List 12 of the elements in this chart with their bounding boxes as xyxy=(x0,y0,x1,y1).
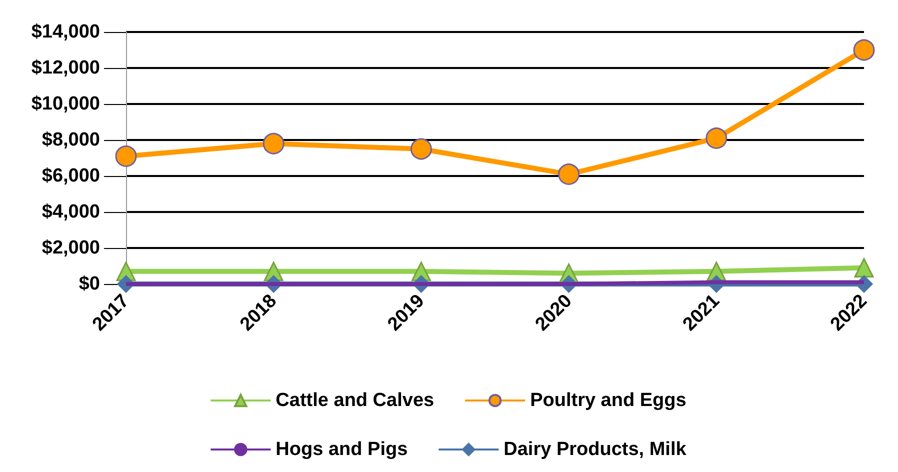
y-tick-label: $10,000 xyxy=(31,94,100,114)
y-tick-label: $2,000 xyxy=(42,238,100,258)
y-tick-label: $14,000 xyxy=(31,22,100,42)
y-tick-label: $12,000 xyxy=(31,58,100,78)
y-tick-label: $0 xyxy=(78,274,100,294)
y-tick-label: $4,000 xyxy=(42,202,100,222)
legend-label: Poultry and Eggs xyxy=(530,390,686,411)
y-tick-label: $8,000 xyxy=(42,130,100,150)
legend-label: Dairy Products, Milk xyxy=(504,439,687,460)
y-tick-label: $6,000 xyxy=(42,166,100,186)
legend-label: Cattle and Calves xyxy=(276,390,434,411)
legend-label: Hogs and Pigs xyxy=(276,439,408,460)
